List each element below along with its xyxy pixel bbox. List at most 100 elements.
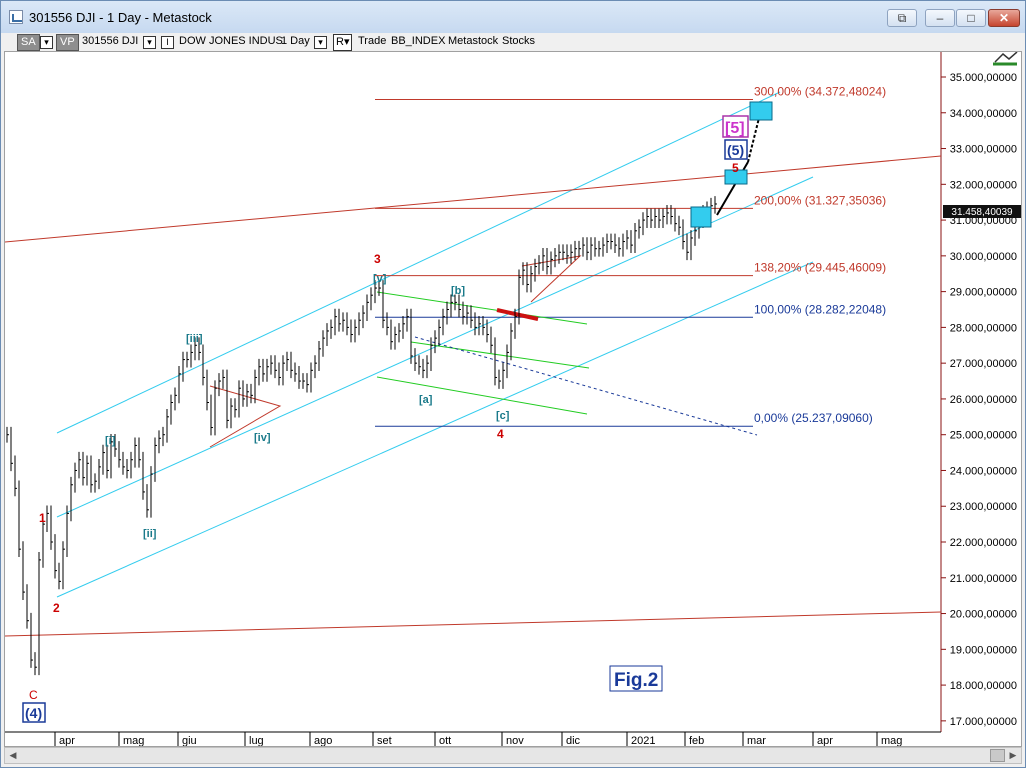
x-tick-label: mag [881,735,902,746]
window-title: 301556 DJI - 1 Day - Metastock [29,10,212,25]
scroll-right-icon[interactable]: ▶ [1009,750,1017,760]
horizontal-scrollbar[interactable]: ◀ ▶ [4,747,1022,764]
price-chart[interactable]: 35.000,00000 34.000,00000 33.000,00000 32.0… [4,51,1022,747]
wave-5-bracket-box [722,115,749,138]
maximize-button[interactable]: □ [956,9,986,27]
x-tick-label: apr [59,735,75,746]
fib-label: 0,00% (25.237,09060) [754,411,873,425]
y-tick-label: 23.000,00000 [950,501,1017,513]
wave-i: [i] [105,435,116,447]
y-tick-label: 34.000,00000 [950,108,1017,120]
wave-c: C [29,688,38,702]
channel-upper [56,91,781,434]
fib-label: 100,00% (28.282,22048) [754,302,886,316]
wave-5-paren-box [724,139,748,160]
x-tick-label: lug [249,735,264,746]
thick-red-segment [496,308,539,321]
fib-labels: 300,00% (34.372,48024) 200,00% (31.327,35… [754,84,886,425]
x-tick-label: ott [439,735,451,746]
target-box-3 [749,101,773,121]
chart-tools-icon[interactable] [993,52,1018,66]
x-tick-label: mar [747,735,766,746]
green-line-2 [410,341,590,369]
last-price-text: 31.458,40039 [951,207,1013,218]
triangle-iv [209,385,282,448]
y-tick-label: 27.000,00000 [950,358,1017,370]
close-button[interactable]: ✕ [988,9,1020,27]
green-line-3 [376,376,588,415]
y-tick-label: 33.000,00000 [950,144,1017,156]
symbol-label: 301556 DJI [82,35,139,47]
x-tick-label: nov [506,735,524,746]
price-bars [6,196,717,676]
symbol-dropdown-icon[interactable]: ▾ [143,36,156,49]
security-selector-icon[interactable]: I [161,36,174,49]
vp-button[interactable]: VP [56,34,79,51]
projection [690,101,773,228]
red-trend-upper [5,155,942,243]
x-tick-label: mag [123,735,144,746]
y-tick-label: 28.000,00000 [950,322,1017,334]
y-tick-label: 29.000,00000 [950,287,1017,299]
period-dropdown-icon[interactable]: ▾ [314,36,327,49]
y-tick-label: 17.000,00000 [950,716,1017,728]
security-name: DOW JONES INDUS [179,35,283,47]
restore-icon-button[interactable]: ⧉ [887,9,917,27]
wave-v: [v] [373,273,387,285]
wave-b: [b] [451,285,465,297]
dashed-target-line [414,336,758,436]
r-dropdown[interactable]: R▾ [333,34,353,51]
stocks-label: Stocks [502,35,536,47]
x-tick-label: apr [817,735,833,746]
fib-label: 300,00% (34.372,48024) [754,84,886,98]
y-tick-label: 30.000,00000 [950,251,1017,263]
sa-dropdown-icon[interactable]: ▾ [40,36,53,49]
app-label: Metastock [448,35,499,47]
x-tick-label: feb [689,735,704,746]
x-tick-label: ago [314,735,332,746]
wave-labels: 1 2 3 4 5 C (4) (5) [5] [i] [ii] [iii] [… [22,115,749,723]
triangle-nov [521,255,582,303]
chart-toolbar: SA ▾ VP 301556 DJI ▾ I DOW JONES INDUS 1… [1,33,1025,51]
wave-3: 3 [374,252,381,266]
trade-label: Trade [358,35,387,47]
wave-5-bracket: [5] [725,120,745,137]
y-tick-label: 20.000,00000 [950,609,1017,621]
minimize-button[interactable]: – [925,9,955,27]
wave-4-paren-box [22,702,46,723]
title-bar[interactable]: 301556 DJI - 1 Day - Metastock ⧉ – □ ✕ [1,1,1025,33]
y-tick-label: 32.000,00000 [950,179,1017,191]
y-tick-label: 24.000,00000 [950,465,1017,477]
y-tick-label: 19.000,00000 [950,644,1017,656]
red-triangles [209,255,582,448]
fib-label: 200,00% (31.327,35036) [754,193,886,207]
wave-iv: [iv] [254,432,271,444]
y-tick-label: 26.000,00000 [950,394,1017,406]
sa-button[interactable]: SA [17,34,40,51]
fib-label: 138,20% (29.445,46009) [754,261,886,275]
x-tick-label: set [377,735,392,746]
y-tick-label: 31.000,00000 [950,215,1017,227]
x-tick-label: 2021 [631,735,655,746]
last-price-badge [943,205,1021,218]
index-label: BB_INDEX [391,35,446,47]
wave-5-paren: (5) [727,142,744,158]
target-box-1 [690,206,712,228]
chart-svg[interactable]: 35.000,00000 34.000,00000 33.000,00000 32.0… [5,52,1021,746]
projection-dashed [747,109,762,163]
wave-2: 2 [53,601,60,615]
x-tick-label: giu [182,735,197,746]
wave-a: [a] [419,394,433,406]
y-tick-label: 22.000,00000 [950,537,1017,549]
x-tick-label: dic [566,735,581,746]
scroll-left-icon[interactable]: ◀ [9,750,17,760]
wave-4-paren: (4) [25,705,42,721]
wave-4: 4 [497,427,504,441]
scroll-thumb[interactable] [990,749,1005,762]
channel-lower [56,261,814,598]
r-label: R [336,36,344,48]
target-box-2 [724,169,748,185]
figure-label-box [609,665,663,692]
wave-ii: [ii] [143,528,157,540]
